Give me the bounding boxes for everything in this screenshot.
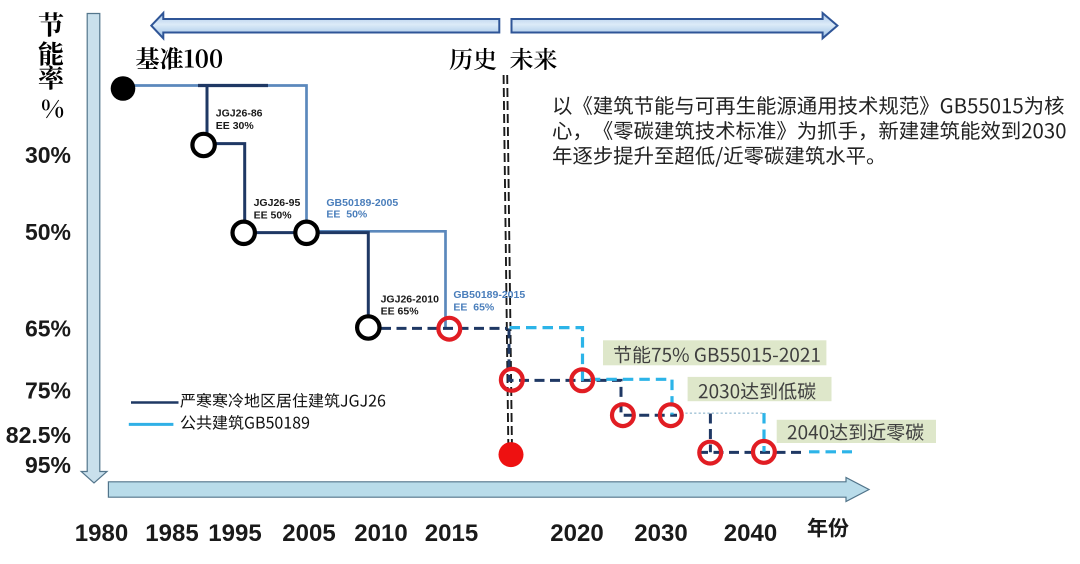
svg-text:65%: 65% xyxy=(25,316,71,342)
svg-text:JGJ26-95: JGJ26-95 xyxy=(254,197,301,209)
svg-text:75%: 75% xyxy=(25,378,71,404)
svg-text:82.5%: 82.5% xyxy=(6,422,71,448)
svg-text:EE 65%: EE 65% xyxy=(381,305,420,317)
svg-text:2040: 2040 xyxy=(724,520,777,547)
svg-text:1980: 1980 xyxy=(75,520,128,547)
svg-text:2010: 2010 xyxy=(354,520,407,547)
svg-text:2015: 2015 xyxy=(425,520,478,547)
svg-text:EE 30%: EE 30% xyxy=(216,120,255,132)
svg-text:50%: 50% xyxy=(25,219,71,245)
svg-text:2020: 2020 xyxy=(550,520,603,547)
svg-text:1985: 1985 xyxy=(145,520,198,547)
svg-text:GB50189-2005: GB50189-2005 xyxy=(326,197,398,209)
svg-text:JGJ26-2010: JGJ26-2010 xyxy=(381,293,440,305)
svg-text:GB50189-2015: GB50189-2015 xyxy=(453,289,525,301)
svg-text:2005: 2005 xyxy=(282,520,335,547)
svg-text:EE 50%: EE 50% xyxy=(326,209,368,221)
svg-text:JGJ26-86: JGJ26-86 xyxy=(216,108,263,120)
svg-text:2030: 2030 xyxy=(634,520,687,547)
svg-text:30%: 30% xyxy=(25,142,71,168)
svg-text:EE 65%: EE 65% xyxy=(453,301,495,313)
svg-text:EE 50%: EE 50% xyxy=(254,209,293,221)
svg-text:95%: 95% xyxy=(25,452,71,478)
svg-text:1995: 1995 xyxy=(208,520,261,547)
